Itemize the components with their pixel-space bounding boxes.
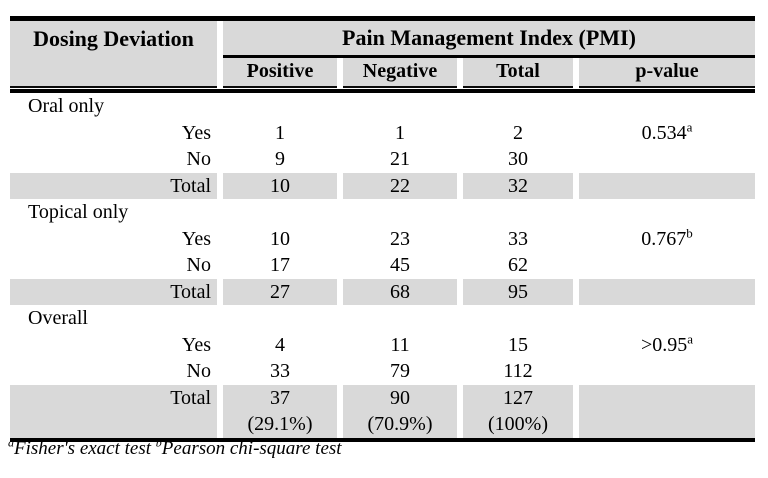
cell-positive: 4 [275, 333, 285, 356]
cell-total: 32 [463, 172, 573, 199]
cell-positive: 9 [275, 148, 285, 170]
cell-total: 15 [508, 333, 528, 356]
pvalue-text: 0.767 [641, 227, 687, 250]
cell-positive-pct: (29.1%) [223, 411, 337, 438]
section-label-oral-only: Oral only [28, 95, 105, 117]
cell-negative: 1 [395, 121, 405, 144]
cell-negative: 90 [343, 384, 457, 411]
table-bottom-rule [10, 437, 755, 442]
cell-positive: 37 [223, 384, 337, 411]
table-top-rule [10, 16, 755, 21]
cell-total-pct: (100%) [463, 411, 573, 438]
cell-positive: 1 [275, 121, 285, 144]
dosing-deviation-pmi-table: Dosing Deviation Pain Management Index (… [10, 16, 755, 442]
header-negative: Negative [343, 58, 457, 88]
header-bottom-rule [10, 89, 755, 93]
row-label: Total [10, 384, 217, 411]
cell-negative: 22 [343, 172, 457, 199]
header-dosing-deviation: Dosing Deviation [10, 21, 217, 88]
cell-positive: 10 [270, 227, 290, 250]
cell-positive: 33 [270, 360, 290, 382]
row-label: Yes [181, 333, 211, 356]
row-label: Total [10, 278, 217, 305]
cell-negative: 11 [390, 333, 410, 356]
row-label: No [186, 360, 211, 382]
cell-negative: 68 [343, 278, 457, 305]
pvalue-text: 0.534 [641, 121, 687, 144]
cell-negative-pct: (70.9%) [343, 411, 457, 438]
cell-positive: 27 [223, 278, 337, 305]
footnote: aFisher's exact test bPearson chi-square… [8, 435, 342, 460]
cell-negative: 45 [390, 254, 410, 276]
cell-pvalue: 0.767b [579, 226, 755, 253]
footnote-marker-b: b [155, 435, 162, 450]
footnote-fisher-text: Fisher's exact test [14, 438, 156, 459]
table-header: Dosing Deviation Pain Management Index (… [10, 21, 755, 88]
pmi-group-underline [223, 55, 755, 58]
cell-total: 62 [508, 254, 528, 276]
cell-total: 30 [508, 148, 528, 170]
header-pvalue: p-value [579, 58, 755, 88]
pvalue-text: >0.95 [640, 333, 688, 356]
cell-pvalue [579, 172, 755, 199]
pvalue-superscript: b [686, 224, 693, 240]
cell-negative: 23 [390, 227, 410, 250]
header-pmi-group: Pain Management Index (PMI) [223, 21, 755, 55]
cell-pvalue [579, 358, 755, 385]
header-positive: Positive [223, 58, 337, 88]
row-label [10, 411, 217, 438]
cell-negative: 79 [390, 360, 410, 382]
footnote-pearson-text: Pearson chi-square test [161, 438, 342, 459]
cell-positive: 10 [223, 172, 337, 199]
cell-pvalue: >0.95a [579, 332, 755, 359]
cell-total: 33 [508, 227, 528, 250]
cell-pvalue [579, 146, 755, 173]
cell-positive: 17 [270, 254, 290, 276]
cell-pvalue [579, 252, 755, 279]
section-label-overall: Overall [28, 307, 88, 329]
row-label: Yes [181, 227, 211, 250]
cell-total: 112 [503, 360, 533, 382]
pvalue-superscript: a [686, 118, 693, 134]
cell-pvalue [579, 278, 755, 305]
cell-negative: 21 [390, 148, 410, 170]
section-label-topical-only: Topical only [28, 201, 129, 223]
row-label: No [186, 148, 211, 170]
cell-total: 127 [463, 384, 573, 411]
cell-pvalue [579, 384, 755, 411]
row-label: No [186, 254, 211, 276]
table-body: Oral only Yes 1 1 2 0.534a No 9 21 30 To… [10, 93, 755, 438]
cell-total: 95 [463, 278, 573, 305]
row-label: Yes [181, 121, 211, 144]
cell-total: 2 [513, 121, 523, 144]
cell-pvalue: 0.534a [579, 120, 755, 147]
cell-pvalue [579, 411, 755, 438]
footnote-marker-a: a [8, 435, 14, 450]
row-label: Total [10, 172, 217, 199]
header-total: Total [463, 58, 573, 88]
pvalue-superscript: a [687, 330, 694, 346]
